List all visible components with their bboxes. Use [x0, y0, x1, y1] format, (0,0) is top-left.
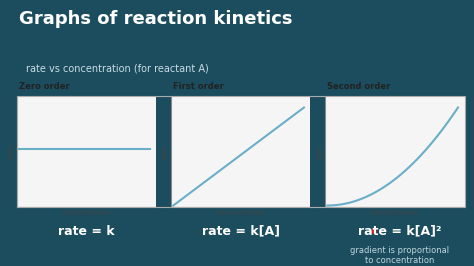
- Text: rate = k[A]²: rate = k[A]²: [357, 225, 441, 238]
- Text: rate = k[A]: rate = k[A]: [201, 225, 280, 238]
- Text: Second order: Second order: [328, 82, 391, 91]
- Text: gradient is proportional
to concentration: gradient is proportional to concentratio…: [350, 246, 449, 265]
- Text: rate = k: rate = k: [58, 225, 115, 238]
- Text: rate vs concentration (for reactant A): rate vs concentration (for reactant A): [26, 64, 209, 74]
- Y-axis label: rate: rate: [316, 144, 322, 159]
- X-axis label: Concentration: Concentration: [216, 210, 265, 216]
- Text: First order: First order: [173, 82, 224, 91]
- Text: ●: ●: [370, 228, 376, 234]
- X-axis label: Concentration: Concentration: [370, 210, 419, 216]
- Text: Graphs of reaction kinetics: Graphs of reaction kinetics: [19, 10, 292, 28]
- Y-axis label: rate: rate: [162, 144, 168, 159]
- Y-axis label: rate: rate: [8, 144, 14, 159]
- X-axis label: Concentration: Concentration: [62, 210, 111, 216]
- Text: Zero order: Zero order: [19, 82, 70, 91]
